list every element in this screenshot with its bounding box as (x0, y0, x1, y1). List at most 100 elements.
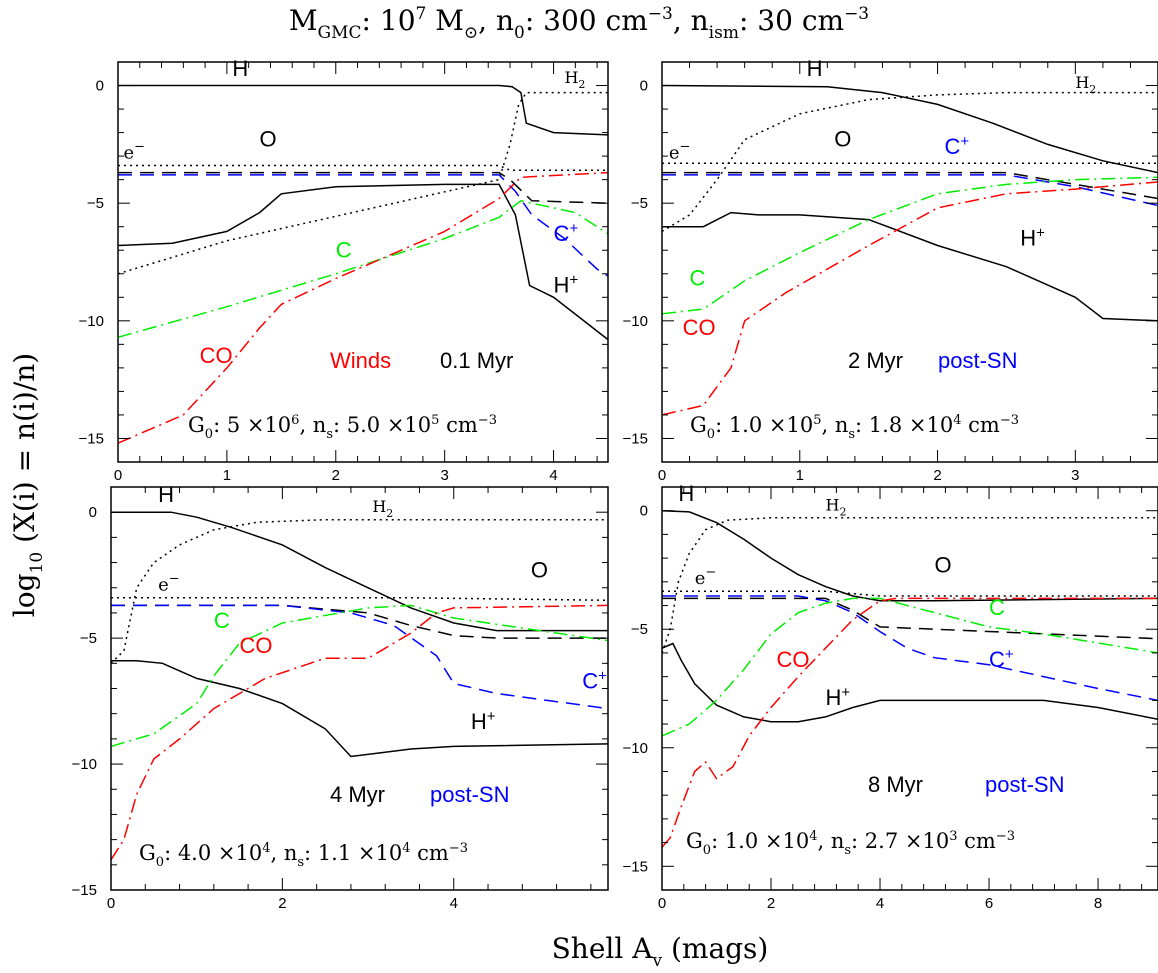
curve-label-eminus: e− (695, 565, 717, 589)
curve-label-hplus: H+ (1020, 225, 1045, 251)
curve-label-co: CO (240, 633, 273, 658)
curve-label-c: C (214, 608, 230, 633)
x-tick-label: 1 (796, 467, 804, 484)
y-tick-label: −15 (72, 882, 97, 899)
y-tick-label: −5 (80, 630, 97, 647)
curve-label-hplus: H+ (471, 708, 496, 734)
series-h2-line (118, 91, 608, 275)
y-tick-label: −15 (623, 858, 648, 875)
series-eminus-line (118, 164, 608, 171)
curve-label-h: H (158, 482, 174, 507)
y-tick-label: −10 (623, 313, 648, 330)
series-h2-line (662, 91, 1158, 233)
parameter-annotation: G0: 1.0 ×104, ns: 2.7 ×103 cm−3 (686, 829, 1015, 858)
curve-label-cplus: C+ (989, 646, 1014, 672)
panel-tag: 2 Myr (848, 348, 903, 373)
series-cplus-line (662, 595, 1158, 702)
y-tick-label: −15 (623, 430, 648, 447)
ticks (661, 486, 1158, 891)
x-tick-label: 4 (549, 467, 557, 484)
series-h-line (111, 511, 608, 632)
x-tick-label: 0 (658, 467, 666, 484)
series-co-line (662, 597, 1158, 848)
series-group (111, 511, 608, 861)
curve-label-h2: H2 (1075, 73, 1096, 96)
panel-2: 0 −5 −10 −15 0 1 2 3 H H2 e− O C+ H+ C CO 2 Myr post-SN G0… (623, 56, 1158, 484)
panel-4: 0 −5 −10 −15 0 2 4 6 8 H H2 e− O C C+ CO H+ 8 Myr post-SN G… (623, 481, 1158, 912)
x-tick-label: 2 (278, 895, 286, 912)
curve-label-h2: H2 (564, 68, 585, 91)
series-o-line (118, 171, 608, 204)
series-group (662, 84, 1158, 416)
curve-label-h: H (807, 56, 823, 81)
series-group (662, 509, 1158, 848)
figure-title: MGMC: 107 M⊙, n0: 300 cm−3, nism: 30 cm−… (289, 4, 869, 43)
curve-label-h2: H2 (826, 496, 847, 519)
y-tick-label: −10 (72, 756, 97, 773)
series-hplus-line (118, 183, 608, 341)
x-tick-label: 2 (332, 467, 340, 484)
x-tick-label: 2 (767, 895, 775, 912)
plot-frame (110, 486, 609, 891)
x-tick-label: 6 (985, 895, 993, 912)
series-h-line (118, 84, 608, 136)
y-tick-label: −5 (631, 621, 648, 638)
parameter-annotation: G0: 4.0 ×104, ns: 1.1 ×104 cm−3 (139, 841, 468, 870)
series-c-line (662, 597, 1158, 737)
series-hplus-line (662, 211, 1158, 322)
series-group (118, 84, 608, 444)
x-tick-label: 1 (223, 467, 231, 484)
x-tick-label: 0 (114, 467, 122, 484)
y-tick-label: −10 (79, 313, 104, 330)
curve-label-co: CO (683, 315, 716, 340)
series-co-line (111, 604, 608, 861)
y-tick-label: −5 (87, 195, 104, 212)
panels: 0−5−10−150 1 2 3 4H H2e− OC+CH+CO Winds 0.1 MyrG… (72, 56, 1158, 912)
curve-label-h: H (232, 56, 248, 81)
curve-label-h: H (678, 481, 694, 506)
curve-label-cplus: C+ (944, 133, 969, 159)
panel-3: 0 −5 −10 −15 0 2 4 H H2 e− O C CO C+ H+ 4 Myr post-SN G0:… (72, 482, 609, 912)
curve-label-eminus: e− (158, 571, 180, 595)
series-co-line (118, 171, 608, 444)
x-tick-label: 3 (440, 467, 448, 484)
plot-frame (661, 61, 1158, 463)
parameter-annotation: G0: 1.0 ×105, ns: 1.8 ×104 cm−3 (690, 413, 1019, 442)
parameter-annotation: G0: 5 ×106, ns: 5.0 ×105 cm−3 (188, 413, 497, 442)
curve-label-eminus: e− (669, 139, 691, 163)
y-tick-label: −15 (79, 430, 104, 447)
series-h2-line (662, 517, 1158, 654)
curve-label-h2: H2 (372, 497, 393, 520)
series-h2-line (111, 518, 608, 664)
series-hplus-line (111, 660, 608, 758)
y-axis-label: log10 (X(i) = n(i)/n) (8, 353, 47, 617)
series-cplus-line (662, 174, 1158, 207)
x-tick-label: 0 (107, 895, 115, 912)
x-tick-label: 2 (933, 467, 941, 484)
panel-tag: 4 Myr (330, 782, 385, 807)
series-c-line (118, 199, 608, 339)
plot-frame (117, 61, 609, 463)
y-tick-label: 0 (640, 78, 648, 95)
series-h-line (662, 509, 1158, 602)
curve-label-hplus: H+ (826, 684, 851, 710)
y-tick-label: 0 (96, 78, 104, 95)
series-o-line (662, 597, 1158, 640)
ticks (110, 486, 608, 891)
curve-label-hplus: H+ (554, 272, 579, 298)
x-tick-label: 3 (1071, 467, 1079, 484)
y-tick-label: 0 (640, 503, 648, 520)
panel-tag: post-SN (938, 348, 1017, 373)
curve-label-o: O (260, 127, 277, 152)
curve-label-o: O (935, 552, 952, 577)
x-tick-label: 4 (876, 895, 884, 912)
series-c-line (662, 176, 1158, 315)
y-tick-label: −5 (631, 195, 648, 212)
series-c-line (111, 604, 608, 748)
curve-label-o: O (834, 127, 851, 152)
panel-tag: post-SN (430, 782, 509, 807)
plot-frame (661, 486, 1158, 891)
series-co-line (662, 181, 1158, 416)
panel-tag: 8 Myr (868, 772, 923, 797)
